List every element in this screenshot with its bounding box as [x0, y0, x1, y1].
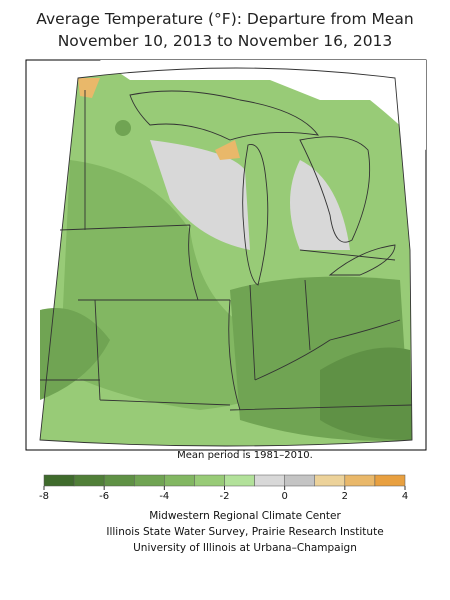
title-line: Average Temperature (°F): Departure from… — [36, 10, 413, 28]
colorbar-bin — [103, 474, 135, 487]
mean-period-note: Mean period is 1981–2010. — [177, 450, 313, 461]
colorbar-bin — [134, 474, 165, 487]
colorbar-bin — [344, 474, 376, 487]
colorbar-bin — [164, 474, 195, 487]
colorbar-bin — [284, 474, 315, 487]
colorbar-bin — [254, 474, 285, 487]
map — [25, 59, 427, 451]
credit-line: Midwestern Regional Climate Center — [149, 510, 341, 522]
credit-line: Illinois State Water Survey, Prairie Res… — [106, 526, 383, 538]
colorbar-tick-label: -4 — [159, 491, 169, 502]
colorbar-tick-label: 4 — [402, 491, 408, 502]
colorbar-bin — [374, 474, 406, 487]
colorbar-bin — [224, 474, 255, 487]
colorbar-tick-label: 0 — [281, 491, 287, 502]
colorbar-tick-label: -8 — [39, 491, 49, 502]
title-line: November 10, 2013 to November 16, 2013 — [58, 32, 393, 50]
colorbar-tick-label: 2 — [342, 491, 348, 502]
colorbar-tick-label: -6 — [99, 491, 109, 502]
colorbar-bin — [73, 474, 105, 487]
colorbar: -8 -6 -4 -2 0 2 4 — [39, 474, 408, 502]
credit-line: University of Illinois at Urbana–Champai… — [133, 542, 357, 554]
colorbar-bin — [194, 474, 225, 487]
colorbar-bin — [43, 474, 75, 487]
colorbar-bin — [314, 474, 346, 487]
colorbar-tick-label: -2 — [220, 491, 230, 502]
